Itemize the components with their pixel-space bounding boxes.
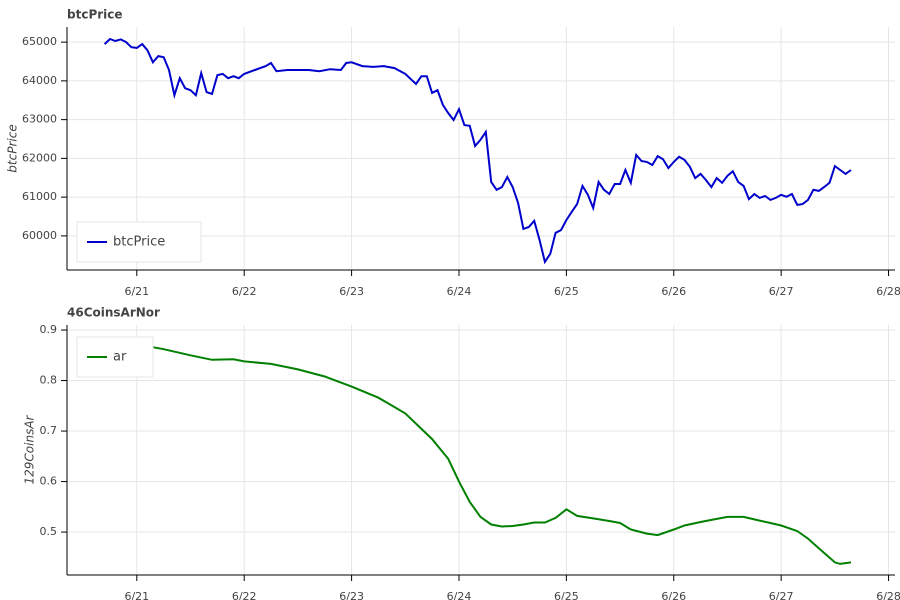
legend-label: btcPrice	[113, 235, 165, 250]
y-tick-label: 0.8	[40, 374, 58, 387]
x-tick-label: 6/23	[339, 285, 364, 298]
chart-panel: btcPrice btcPrice 6/21 6/22 6/23 6/24 6/25 6/26…	[6, 8, 900, 299]
x-tick-label: 6/28	[876, 285, 900, 298]
x-tick-label: 6/26	[661, 590, 686, 600]
x-tick-label: 6/26	[661, 285, 686, 298]
y-tick-label: 0.6	[40, 475, 58, 488]
chart-title: 46CoinsArNor	[67, 306, 160, 320]
y-axis-label: 129CoinsAr	[23, 414, 37, 484]
x-tick-label: 6/22	[232, 590, 257, 600]
y-tick-label: 0.7	[40, 424, 58, 437]
x-tick-label: 6/24	[447, 285, 472, 298]
y-tick-label: 64000	[22, 74, 57, 87]
x-tick-label: 6/24	[447, 590, 472, 600]
x-tick-label: 6/21	[124, 590, 149, 600]
chart-title: btcPrice	[67, 8, 123, 22]
x-tick-label: 6/27	[769, 590, 794, 600]
y-tick-label: 62000	[22, 151, 57, 164]
y-tick-label: 60000	[22, 229, 57, 242]
legend-label: ar	[113, 350, 127, 365]
x-tick-label: 6/23	[339, 590, 364, 600]
chart-panel: 46CoinsArNor 129CoinsAr 6/21 6/22 6/23 6/24 6/…	[23, 306, 900, 600]
x-tick-label: 6/27	[769, 285, 794, 298]
data-line	[103, 37, 852, 265]
x-tick-label: 6/28	[876, 590, 900, 600]
y-tick-label: 61000	[22, 190, 57, 203]
y-tick-label: 63000	[22, 113, 57, 126]
y-tick-label: 0.5	[40, 525, 58, 538]
x-tick-label: 6/21	[124, 285, 149, 298]
data-line	[104, 336, 852, 565]
x-tick-label: 6/22	[232, 285, 257, 298]
y-tick-label: 65000	[22, 35, 57, 48]
x-tick-label: 6/25	[554, 590, 579, 600]
y-tick-label: 0.9	[40, 323, 58, 336]
y-axis-label: btcPrice	[6, 124, 20, 172]
x-tick-label: 6/25	[554, 285, 579, 298]
